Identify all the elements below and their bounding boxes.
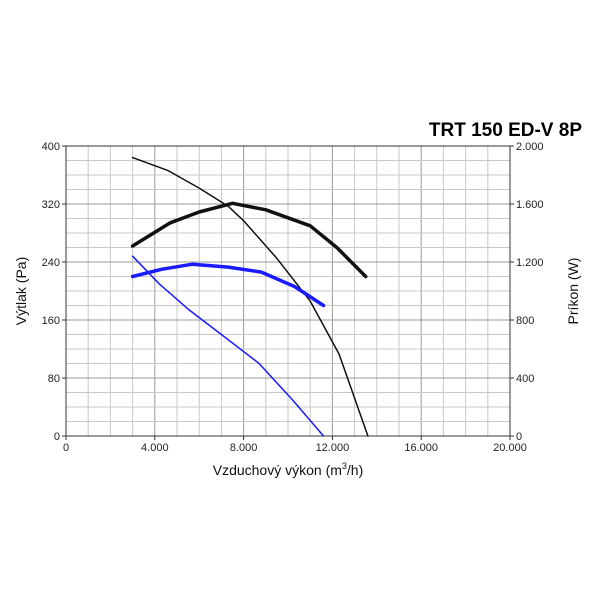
y-right-tick-label: 2.000 [516, 141, 544, 153]
pressure-curve-black [131, 156, 369, 437]
y-right-tick-label: 800 [516, 315, 534, 327]
y-right-tick-label: 400 [516, 373, 534, 385]
x-tick-label: 16.000 [404, 442, 438, 454]
power-curve-blue [130, 262, 326, 308]
x-axis-title-end: /h) [347, 462, 363, 478]
y-right-tick-label: 0 [516, 431, 522, 443]
tick-labels: 0 4.000 8.000 12.000 16.000 20.00008016024032… [42, 141, 544, 454]
series-layer [130, 156, 369, 437]
x-tick-label: 0 [63, 442, 69, 454]
y-left-tick-label: 0 [54, 431, 60, 443]
y-left-axis-title: Výtlak (Pa) [13, 257, 29, 325]
y-left-tick-label: 80 [48, 373, 60, 385]
y-right-tick-label: 1.600 [516, 199, 544, 211]
plot-frame [65, 145, 511, 437]
power-curve-black [130, 201, 368, 279]
pressure-curve-blue [131, 255, 325, 437]
x-tick-label: 8.000 [230, 442, 258, 454]
x-axis-title-main: Vzduchový výkon (m [213, 462, 342, 478]
y-left-tick-label: 160 [42, 315, 60, 327]
y-left-tick-label: 320 [42, 199, 60, 211]
x-axis-title: Vzduchový výkon (m3/h) [213, 461, 364, 478]
chart-grid [65, 145, 511, 437]
y-left-tick-label: 400 [42, 141, 60, 153]
x-tick-label: 12.000 [316, 442, 350, 454]
y-left-tick-label: 240 [42, 257, 60, 269]
chart-title: TRT 150 ED-V 8P [429, 120, 582, 141]
y-right-tick-label: 1.200 [516, 257, 544, 269]
y-right-axis-title: Príkon (W) [565, 258, 581, 325]
x-axis-title-superscript: 3 [342, 461, 347, 471]
x-tick-label: 20.000 [493, 442, 527, 454]
x-tick-label: 4.000 [141, 442, 169, 454]
